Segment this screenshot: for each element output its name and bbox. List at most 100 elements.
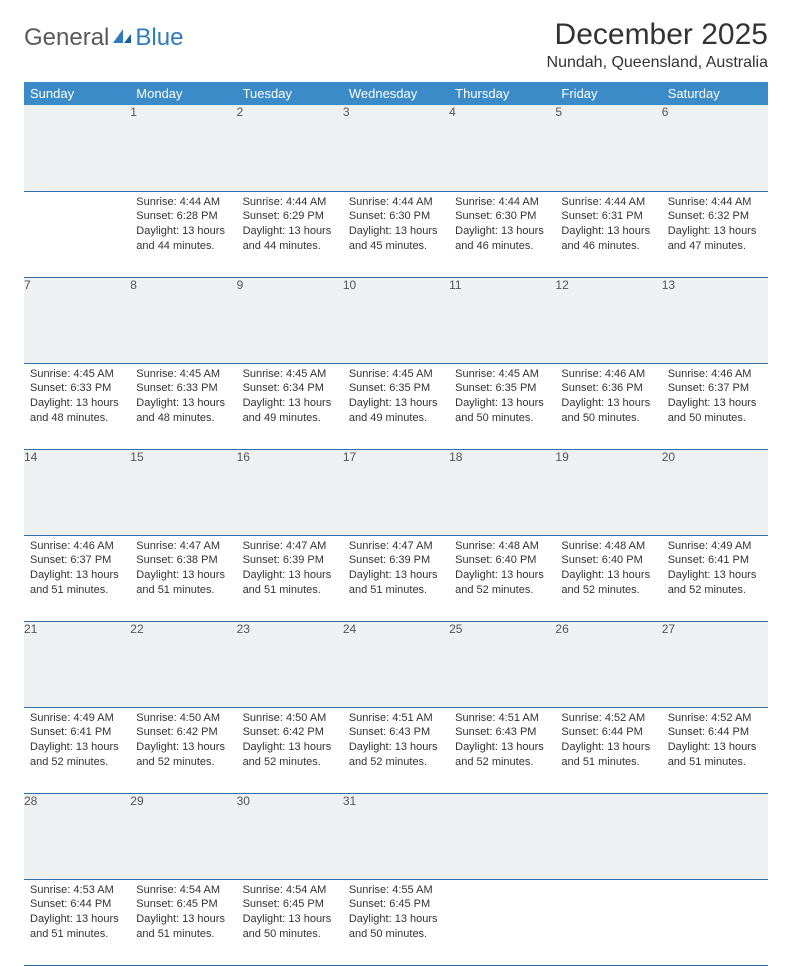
sunset-line: Sunset: 6:37 PM xyxy=(668,381,762,396)
sunrise-line: Sunrise: 4:53 AM xyxy=(30,883,124,898)
daylight-line: Daylight: 13 hours and 50 minutes. xyxy=(243,912,337,942)
day-text: Sunrise: 4:51 AMSunset: 6:43 PMDaylight:… xyxy=(449,708,555,776)
day-cell xyxy=(662,879,768,965)
sunset-line: Sunset: 6:42 PM xyxy=(136,725,230,740)
day-cell: Sunrise: 4:44 AMSunset: 6:31 PMDaylight:… xyxy=(555,191,661,277)
day-text: Sunrise: 4:52 AMSunset: 6:44 PMDaylight:… xyxy=(555,708,661,776)
sunrise-line: Sunrise: 4:50 AM xyxy=(136,711,230,726)
day-number xyxy=(662,793,768,879)
daylight-line: Daylight: 13 hours and 45 minutes. xyxy=(349,224,443,254)
day-cell: Sunrise: 4:51 AMSunset: 6:43 PMDaylight:… xyxy=(449,707,555,793)
day-text: Sunrise: 4:47 AMSunset: 6:39 PMDaylight:… xyxy=(343,536,449,604)
day-cell: Sunrise: 4:52 AMSunset: 6:44 PMDaylight:… xyxy=(662,707,768,793)
day-cell xyxy=(24,191,130,277)
day-number: 29 xyxy=(130,793,236,879)
day-number xyxy=(449,793,555,879)
day-cell: Sunrise: 4:46 AMSunset: 6:37 PMDaylight:… xyxy=(24,535,130,621)
day-text: Sunrise: 4:48 AMSunset: 6:40 PMDaylight:… xyxy=(449,536,555,604)
day-number: 12 xyxy=(555,277,661,363)
day-text: Sunrise: 4:46 AMSunset: 6:36 PMDaylight:… xyxy=(555,364,661,432)
day-number: 25 xyxy=(449,621,555,707)
day-text: Sunrise: 4:54 AMSunset: 6:45 PMDaylight:… xyxy=(237,880,343,948)
sunrise-line: Sunrise: 4:50 AM xyxy=(243,711,337,726)
day-number: 1 xyxy=(130,105,236,191)
day-number: 6 xyxy=(662,105,768,191)
weekday-header: Wednesday xyxy=(343,82,449,105)
day-cell: Sunrise: 4:48 AMSunset: 6:40 PMDaylight:… xyxy=(555,535,661,621)
sunrise-line: Sunrise: 4:54 AM xyxy=(243,883,337,898)
sunrise-line: Sunrise: 4:51 AM xyxy=(349,711,443,726)
logo-text-general: General xyxy=(24,24,109,52)
day-text: Sunrise: 4:49 AMSunset: 6:41 PMDaylight:… xyxy=(24,708,130,776)
day-text: Sunrise: 4:55 AMSunset: 6:45 PMDaylight:… xyxy=(343,880,449,948)
day-text: Sunrise: 4:47 AMSunset: 6:38 PMDaylight:… xyxy=(130,536,236,604)
daylight-line: Daylight: 13 hours and 47 minutes. xyxy=(668,224,762,254)
sunrise-line: Sunrise: 4:47 AM xyxy=(243,539,337,554)
day-text: Sunrise: 4:44 AMSunset: 6:32 PMDaylight:… xyxy=(662,192,768,260)
day-number: 23 xyxy=(237,621,343,707)
sunset-line: Sunset: 6:39 PM xyxy=(243,553,337,568)
weekday-header: Tuesday xyxy=(237,82,343,105)
sunrise-line: Sunrise: 4:45 AM xyxy=(243,367,337,382)
sunset-line: Sunset: 6:40 PM xyxy=(561,553,655,568)
day-text: Sunrise: 4:44 AMSunset: 6:31 PMDaylight:… xyxy=(555,192,661,260)
day-text: Sunrise: 4:46 AMSunset: 6:37 PMDaylight:… xyxy=(24,536,130,604)
sunset-line: Sunset: 6:30 PM xyxy=(455,209,549,224)
month-title: December 2025 xyxy=(547,18,768,52)
sunset-line: Sunset: 6:28 PM xyxy=(136,209,230,224)
day-text: Sunrise: 4:44 AMSunset: 6:29 PMDaylight:… xyxy=(237,192,343,260)
sunrise-line: Sunrise: 4:44 AM xyxy=(136,195,230,210)
sunset-line: Sunset: 6:33 PM xyxy=(30,381,124,396)
day-cell xyxy=(449,879,555,965)
weekday-header: Thursday xyxy=(449,82,555,105)
weekday-header: Monday xyxy=(130,82,236,105)
day-number: 31 xyxy=(343,793,449,879)
sunset-line: Sunset: 6:30 PM xyxy=(349,209,443,224)
daylight-line: Daylight: 13 hours and 48 minutes. xyxy=(136,396,230,426)
daylight-line: Daylight: 13 hours and 50 minutes. xyxy=(349,912,443,942)
daylight-line: Daylight: 13 hours and 52 minutes. xyxy=(349,740,443,770)
sunrise-line: Sunrise: 4:45 AM xyxy=(455,367,549,382)
day-cell: Sunrise: 4:54 AMSunset: 6:45 PMDaylight:… xyxy=(130,879,236,965)
sunrise-line: Sunrise: 4:47 AM xyxy=(136,539,230,554)
day-cell: Sunrise: 4:54 AMSunset: 6:45 PMDaylight:… xyxy=(237,879,343,965)
sunset-line: Sunset: 6:36 PM xyxy=(561,381,655,396)
day-number: 13 xyxy=(662,277,768,363)
day-cell: Sunrise: 4:44 AMSunset: 6:29 PMDaylight:… xyxy=(237,191,343,277)
day-number: 18 xyxy=(449,449,555,535)
day-cell: Sunrise: 4:49 AMSunset: 6:41 PMDaylight:… xyxy=(662,535,768,621)
day-cell: Sunrise: 4:46 AMSunset: 6:37 PMDaylight:… xyxy=(662,363,768,449)
day-number: 30 xyxy=(237,793,343,879)
day-number: 2 xyxy=(237,105,343,191)
sunset-line: Sunset: 6:39 PM xyxy=(349,553,443,568)
day-text: Sunrise: 4:53 AMSunset: 6:44 PMDaylight:… xyxy=(24,880,130,948)
daylight-line: Daylight: 13 hours and 46 minutes. xyxy=(455,224,549,254)
day-cell: Sunrise: 4:45 AMSunset: 6:34 PMDaylight:… xyxy=(237,363,343,449)
day-text: Sunrise: 4:51 AMSunset: 6:43 PMDaylight:… xyxy=(343,708,449,776)
daylight-line: Daylight: 13 hours and 51 minutes. xyxy=(136,568,230,598)
day-number: 11 xyxy=(449,277,555,363)
sunset-line: Sunset: 6:41 PM xyxy=(30,725,124,740)
day-cell: Sunrise: 4:47 AMSunset: 6:39 PMDaylight:… xyxy=(237,535,343,621)
sunset-line: Sunset: 6:41 PM xyxy=(668,553,762,568)
sunrise-line: Sunrise: 4:44 AM xyxy=(243,195,337,210)
day-cell: Sunrise: 4:47 AMSunset: 6:38 PMDaylight:… xyxy=(130,535,236,621)
sunset-line: Sunset: 6:44 PM xyxy=(561,725,655,740)
sunset-line: Sunset: 6:35 PM xyxy=(455,381,549,396)
day-cell xyxy=(555,879,661,965)
daynum-row: 14151617181920 xyxy=(24,449,768,535)
weekday-header-row: SundayMondayTuesdayWednesdayThursdayFrid… xyxy=(24,82,768,105)
sunrise-line: Sunrise: 4:46 AM xyxy=(668,367,762,382)
sunset-line: Sunset: 6:43 PM xyxy=(349,725,443,740)
daylight-line: Daylight: 13 hours and 48 minutes. xyxy=(30,396,124,426)
day-number: 20 xyxy=(662,449,768,535)
day-number: 15 xyxy=(130,449,236,535)
day-cell: Sunrise: 4:53 AMSunset: 6:44 PMDaylight:… xyxy=(24,879,130,965)
daynum-row: 123456 xyxy=(24,105,768,191)
day-text: Sunrise: 4:44 AMSunset: 6:30 PMDaylight:… xyxy=(449,192,555,260)
daylight-line: Daylight: 13 hours and 51 minutes. xyxy=(349,568,443,598)
header: General Blue December 2025 Nundah, Queen… xyxy=(24,18,768,72)
logo-text-blue: Blue xyxy=(135,24,183,52)
daylight-line: Daylight: 13 hours and 52 minutes. xyxy=(30,740,124,770)
day-number: 24 xyxy=(343,621,449,707)
